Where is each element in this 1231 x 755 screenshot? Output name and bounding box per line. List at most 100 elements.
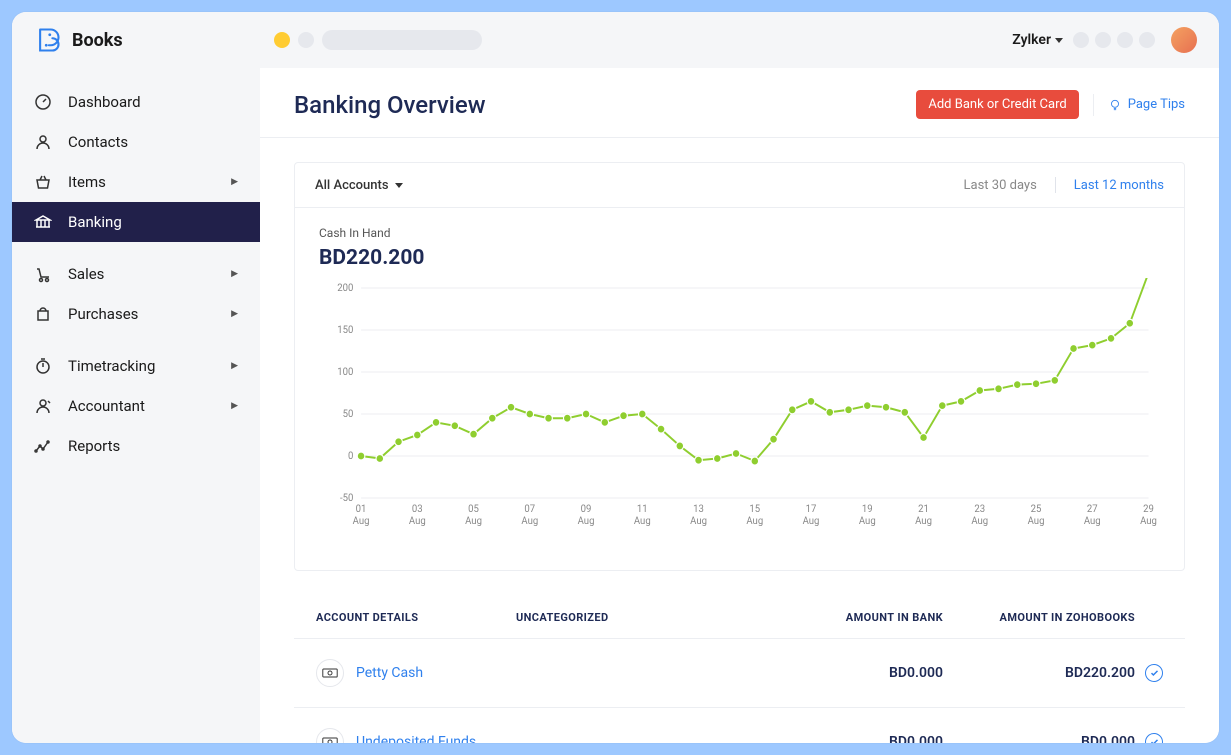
amount-zoho-cell: BD220.200 — [943, 664, 1163, 682]
svg-text:07: 07 — [524, 504, 535, 515]
svg-text:Aug: Aug — [971, 516, 988, 527]
svg-text:29: 29 — [1143, 504, 1154, 515]
account-name-link[interactable]: Petty Cash — [356, 665, 423, 681]
bag-icon — [34, 305, 52, 323]
svg-text:Aug: Aug — [521, 516, 538, 527]
amount-zoho-cell: BD0.000 — [943, 733, 1163, 743]
avatar[interactable] — [1171, 27, 1197, 53]
chevron-right-icon: ▶ — [231, 361, 238, 371]
svg-text:Aug: Aug — [578, 516, 595, 527]
accounts-table: ACCOUNT DETAILS UNCATEGORIZED AMOUNT IN … — [294, 597, 1185, 743]
sidebar-item-label: Purchases — [68, 305, 138, 323]
sidebar-item-timetracking[interactable]: Timetracking▶ — [12, 346, 260, 386]
action-dot[interactable] — [1073, 32, 1089, 48]
svg-text:50: 50 — [343, 409, 354, 420]
account-name-link[interactable]: Undeposited Funds — [356, 734, 476, 743]
svg-text:15: 15 — [749, 504, 760, 515]
page-header: Banking Overview Add Bank or Credit Card… — [260, 68, 1219, 138]
svg-text:01: 01 — [356, 504, 367, 515]
cash-in-hand-label: Cash In Hand — [319, 226, 1160, 240]
svg-text:Aug: Aug — [409, 516, 426, 527]
bulb-icon — [1108, 98, 1122, 112]
sidebar-item-label: Items — [68, 173, 106, 191]
tab-dot[interactable] — [274, 32, 290, 48]
svg-text:21: 21 — [918, 504, 929, 515]
svg-text:11: 11 — [637, 504, 648, 515]
table-row: Petty Cash BD0.000 BD220.200 — [294, 639, 1185, 708]
cash-icon — [316, 728, 344, 743]
svg-text:150: 150 — [337, 325, 353, 336]
add-bank-button[interactable]: Add Bank or Credit Card — [916, 90, 1078, 119]
accounts-dropdown-label: All Accounts — [315, 178, 389, 193]
svg-text:Aug: Aug — [746, 516, 763, 527]
sidebar-item-contacts[interactable]: Contacts — [12, 122, 260, 162]
svg-text:Aug: Aug — [1084, 516, 1101, 527]
col-bank: AMOUNT IN BANK — [706, 611, 943, 624]
col-uncat: UNCATEGORIZED — [516, 611, 706, 624]
sidebar-item-label: Reports — [68, 437, 120, 455]
sidebar-item-label: Dashboard — [68, 93, 141, 111]
svg-text:23: 23 — [974, 504, 985, 515]
search-placeholder[interactable] — [322, 30, 482, 50]
svg-text:Aug: Aug — [634, 516, 651, 527]
sidebar-item-reports[interactable]: Reports — [12, 426, 260, 466]
table-row: Undeposited Funds BD0.000 BD0.000 — [294, 708, 1185, 743]
sidebar-item-banking[interactable]: Banking — [12, 202, 260, 242]
range-option[interactable]: Last 12 months — [1074, 178, 1164, 193]
sidebar: DashboardContactsItems▶BankingSales▶Purc… — [12, 68, 260, 743]
app-frame: Books Zylker DashboardContactsItems▶Bank… — [12, 12, 1219, 743]
sidebar-item-label: Contacts — [68, 133, 128, 151]
amount-bank-cell: BD0.000 — [706, 734, 943, 743]
cash-icon — [316, 659, 344, 687]
sidebar-item-label: Banking — [68, 213, 122, 231]
col-zoho: AMOUNT IN ZOHOBOOKS — [943, 611, 1163, 624]
gauge-icon — [34, 93, 52, 111]
svg-text:09: 09 — [581, 504, 592, 515]
svg-text:Aug: Aug — [690, 516, 707, 527]
logo[interactable]: Books — [34, 26, 274, 54]
chevron-right-icon: ▶ — [231, 401, 238, 411]
topbar-action-dots — [1073, 32, 1155, 48]
chart-summary: Cash In Hand BD220.200 — [295, 208, 1184, 270]
bank-icon — [34, 213, 52, 231]
status-check-icon[interactable] — [1145, 733, 1163, 743]
chevron-right-icon: ▶ — [231, 309, 238, 319]
app-body: DashboardContactsItems▶BankingSales▶Purc… — [12, 68, 1219, 743]
sidebar-item-items[interactable]: Items▶ — [12, 162, 260, 202]
range-option[interactable]: Last 30 days — [964, 178, 1037, 193]
topbar-tabs-placeholder — [274, 32, 314, 48]
table-body: Petty Cash BD0.000 BD220.200 Undeposited… — [294, 639, 1185, 743]
topbar: Books Zylker — [12, 12, 1219, 68]
sidebar-item-label: Accountant — [68, 397, 145, 415]
svg-text:200: 200 — [337, 283, 353, 294]
account-cell: Petty Cash — [316, 659, 516, 687]
accounts-dropdown[interactable]: All Accounts — [315, 178, 403, 193]
sidebar-item-purchases[interactable]: Purchases ▶ — [12, 294, 260, 334]
svg-text:Aug: Aug — [1028, 516, 1045, 527]
timer-icon — [34, 357, 52, 375]
svg-text:25: 25 — [1031, 504, 1042, 515]
org-selector[interactable]: Zylker — [1012, 32, 1063, 48]
person-icon — [34, 397, 52, 415]
action-dot[interactable] — [1095, 32, 1111, 48]
svg-text:03: 03 — [412, 504, 423, 515]
action-dot[interactable] — [1117, 32, 1133, 48]
sidebar-item-accountant[interactable]: Accountant ▶ — [12, 386, 260, 426]
tab-dot[interactable] — [298, 32, 314, 48]
sidebar-item-dashboard[interactable]: Dashboard — [12, 82, 260, 122]
svg-text:Aug: Aug — [465, 516, 482, 527]
svg-text:Aug: Aug — [915, 516, 932, 527]
chart-card-header: All Accounts Last 30 days Last 12 months — [295, 163, 1184, 208]
svg-text:Aug: Aug — [859, 516, 876, 527]
action-dot[interactable] — [1139, 32, 1155, 48]
chart-area: -5005010015020001Aug03Aug05Aug07Aug09Aug… — [295, 270, 1184, 570]
cash-in-hand-value: BD220.200 — [319, 246, 1160, 270]
amount-bank-cell: BD0.000 — [706, 665, 943, 681]
topbar-right: Zylker — [1012, 27, 1197, 53]
page-body: All Accounts Last 30 daysLast 12 months … — [260, 138, 1219, 743]
status-check-icon[interactable] — [1145, 664, 1163, 682]
table-header: ACCOUNT DETAILS UNCATEGORIZED AMOUNT IN … — [294, 597, 1185, 639]
sidebar-item-sales[interactable]: Sales▶ — [12, 254, 260, 294]
page-tips-link[interactable]: Page Tips — [1108, 97, 1185, 112]
org-name: Zylker — [1012, 32, 1051, 48]
